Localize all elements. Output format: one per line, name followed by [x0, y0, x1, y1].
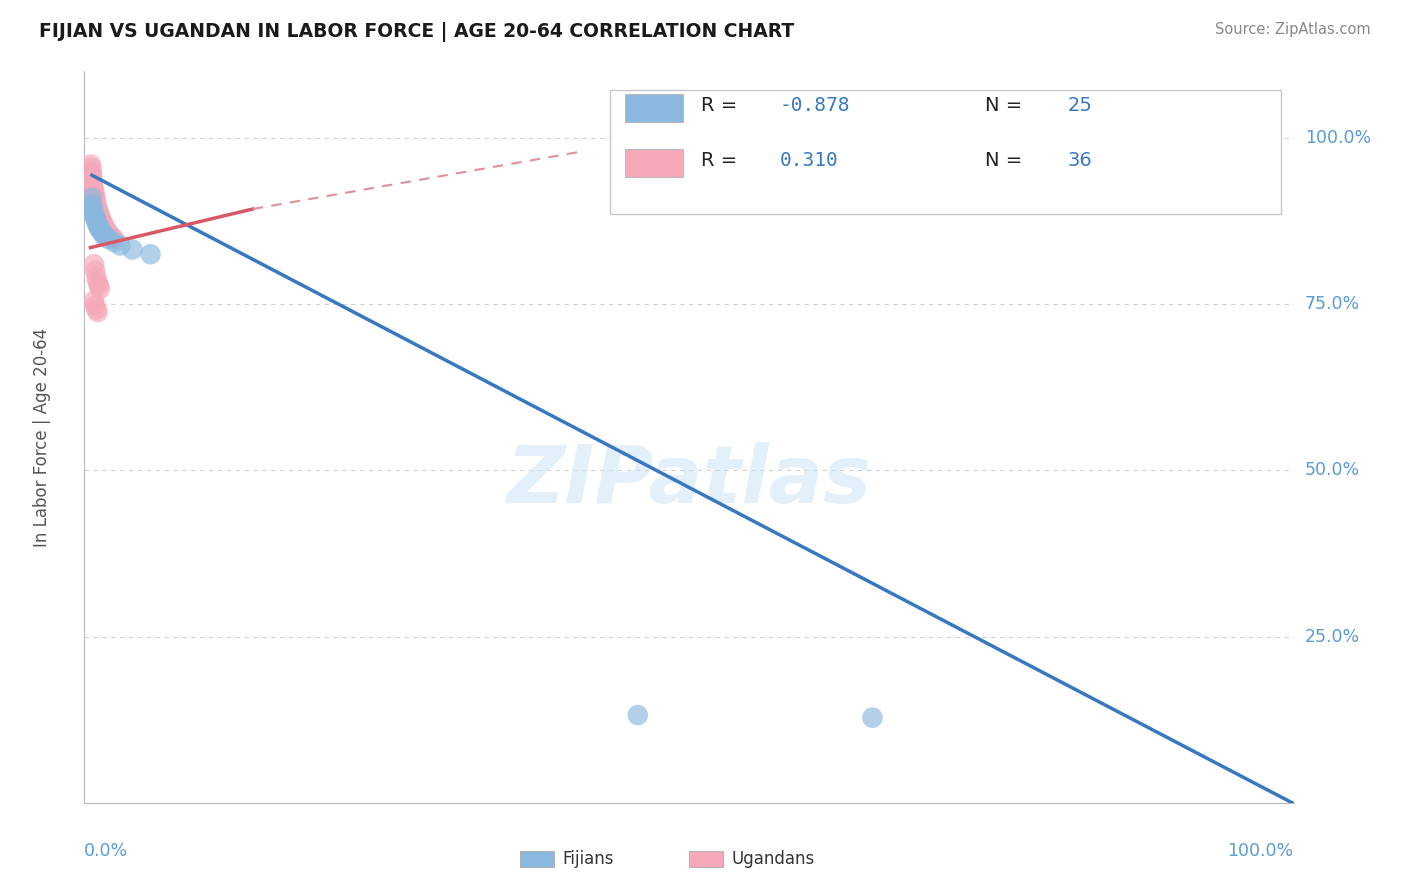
Text: 75.0%: 75.0% [1305, 295, 1360, 313]
Point [82, 180, 104, 194]
Point [86, 197, 108, 211]
Point [86, 201, 108, 215]
Point [86, 216, 108, 230]
Point [94, 229, 117, 244]
Point [87, 219, 110, 233]
Point [86, 270, 108, 285]
Text: 25.0%: 25.0% [1305, 628, 1360, 646]
Text: N =: N = [986, 151, 1029, 170]
Point [89, 282, 111, 296]
Point [82, 204, 104, 219]
Point [86, 202, 108, 216]
Text: R =: R = [702, 151, 744, 170]
Point [87, 220, 110, 235]
Point [84, 264, 107, 278]
Point [87, 204, 110, 219]
Point [87, 278, 110, 293]
FancyBboxPatch shape [689, 851, 723, 867]
Point [97, 232, 120, 246]
Point [627, 708, 650, 723]
Point [121, 243, 143, 257]
Point [82, 178, 104, 192]
Point [86, 302, 108, 317]
Point [96, 224, 118, 238]
Point [87, 205, 110, 219]
FancyBboxPatch shape [624, 94, 683, 122]
Point [93, 227, 115, 242]
Text: In Labor Force | Age 20-64: In Labor Force | Age 20-64 [32, 327, 51, 547]
Point [83, 187, 105, 202]
Point [86, 305, 108, 319]
Point [83, 209, 105, 223]
Text: FIJIAN VS UGANDAN IN LABOR FORCE | AGE 20-64 CORRELATION CHART: FIJIAN VS UGANDAN IN LABOR FORCE | AGE 2… [39, 22, 794, 42]
FancyBboxPatch shape [624, 149, 683, 177]
Point [91, 215, 114, 229]
Point [110, 238, 132, 252]
Point [82, 174, 104, 188]
Text: Fijians: Fijians [562, 850, 613, 868]
FancyBboxPatch shape [610, 90, 1281, 214]
Text: Ugandans: Ugandans [731, 850, 814, 868]
Point [84, 194, 107, 208]
Point [98, 227, 121, 242]
Text: 25: 25 [1067, 96, 1092, 115]
Text: 100.0%: 100.0% [1305, 128, 1371, 147]
Text: 100.0%: 100.0% [1227, 842, 1294, 860]
Point [83, 184, 105, 198]
Point [860, 711, 883, 725]
Point [83, 293, 105, 308]
Point [80, 168, 103, 182]
Point [80, 164, 103, 178]
Point [84, 212, 107, 227]
Text: 0.310: 0.310 [780, 151, 838, 170]
Point [83, 207, 105, 221]
Point [89, 222, 111, 236]
Point [90, 211, 112, 226]
Point [82, 201, 104, 215]
Point [84, 298, 107, 312]
Text: 0.0%: 0.0% [84, 842, 128, 860]
Point [101, 230, 124, 244]
Point [139, 247, 162, 261]
Point [84, 211, 107, 225]
Point [84, 191, 107, 205]
Text: R =: R = [702, 96, 744, 115]
FancyBboxPatch shape [520, 851, 554, 867]
Point [90, 224, 112, 238]
Point [94, 220, 117, 235]
Text: 50.0%: 50.0% [1305, 461, 1360, 479]
Point [82, 197, 104, 211]
Point [83, 257, 105, 271]
Text: ZIPatlas: ZIPatlas [506, 442, 872, 520]
Text: Source: ZipAtlas.com: Source: ZipAtlas.com [1215, 22, 1371, 37]
Text: -0.878: -0.878 [780, 96, 851, 115]
Point [103, 235, 125, 250]
Point [80, 161, 103, 175]
Point [93, 217, 115, 231]
Point [86, 214, 108, 228]
Point [80, 157, 103, 171]
Point [80, 191, 103, 205]
Point [89, 209, 111, 223]
Point [86, 217, 108, 231]
Point [86, 275, 108, 289]
Point [82, 170, 104, 185]
Text: 36: 36 [1067, 151, 1092, 170]
Text: N =: N = [986, 96, 1029, 115]
Point [91, 226, 114, 240]
Point [103, 232, 125, 246]
